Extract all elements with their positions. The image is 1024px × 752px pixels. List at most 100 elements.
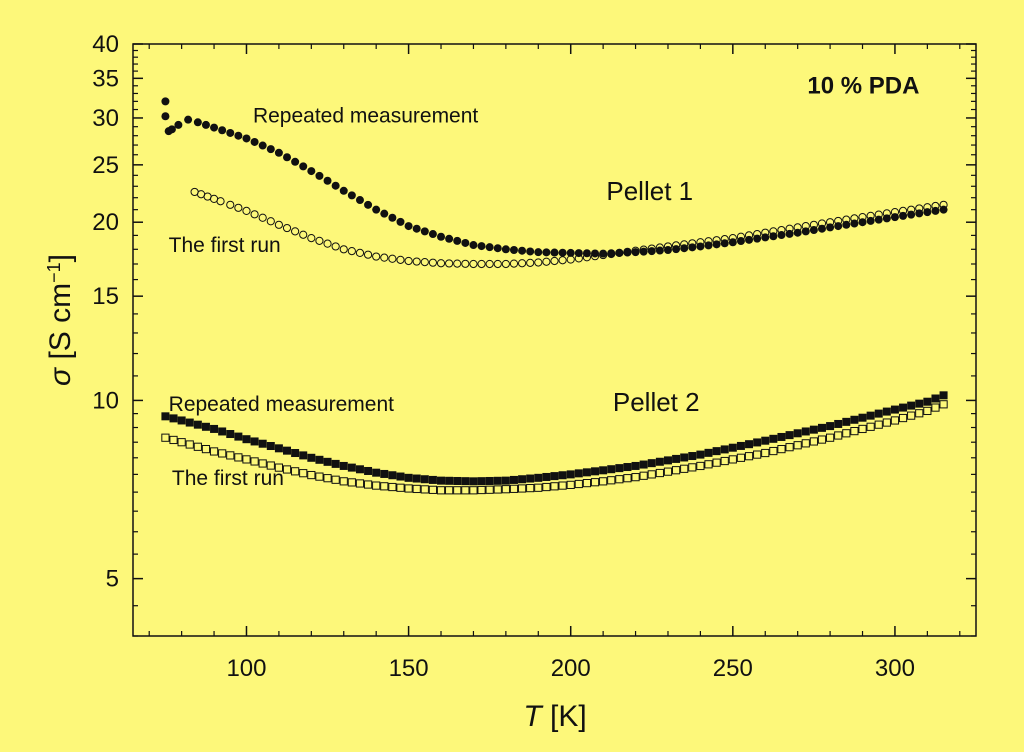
data-point	[209, 447, 219, 456]
data-point	[396, 255, 405, 264]
data-point	[550, 482, 559, 491]
data-point	[396, 217, 405, 226]
data-point	[704, 241, 713, 250]
data-point	[461, 238, 470, 247]
data-point	[437, 232, 446, 241]
data-point	[882, 209, 891, 218]
data-point	[355, 465, 364, 474]
data-point	[655, 457, 664, 466]
data-point	[728, 238, 737, 247]
data-point	[250, 210, 259, 219]
data-point	[599, 477, 608, 486]
data-point	[445, 476, 454, 485]
data-point	[858, 413, 867, 422]
data-point	[842, 215, 851, 224]
data-point	[518, 475, 527, 484]
data-point	[550, 248, 559, 257]
data-point	[364, 466, 373, 475]
data-point	[647, 244, 656, 253]
data-point	[607, 465, 616, 474]
data-point	[712, 447, 721, 456]
data-point	[388, 482, 397, 492]
data-point	[736, 232, 746, 241]
data-point	[420, 485, 429, 494]
data-point	[291, 227, 300, 236]
data-point	[753, 229, 762, 239]
data-point	[704, 237, 713, 246]
data-point	[234, 432, 243, 441]
data-point	[453, 486, 462, 495]
data-point	[744, 231, 754, 240]
data-point	[720, 445, 729, 454]
data-point	[167, 125, 176, 134]
series-open-circle	[190, 187, 948, 269]
data-point	[882, 407, 891, 416]
data-point	[793, 429, 802, 438]
data-point	[591, 249, 600, 258]
data-point	[923, 397, 932, 406]
data-point	[445, 486, 454, 495]
data-point	[809, 425, 818, 434]
data-point	[720, 456, 729, 466]
data-point	[388, 213, 397, 222]
data-point	[680, 453, 689, 462]
data-point	[453, 476, 462, 485]
data-point	[907, 205, 916, 214]
data-point	[834, 216, 843, 226]
data-point	[582, 468, 591, 477]
data-point	[380, 482, 389, 491]
data-point	[218, 427, 227, 436]
data-point	[323, 474, 332, 483]
data-point	[485, 243, 494, 252]
y-tick-label: 40	[92, 31, 119, 58]
data-point	[736, 237, 745, 246]
data-point	[218, 126, 227, 135]
data-point	[939, 400, 948, 409]
data-point	[834, 431, 843, 440]
data-point	[534, 258, 543, 267]
data-point	[785, 431, 794, 440]
chart-annotation: Pellet 2	[613, 387, 700, 417]
data-point	[745, 440, 754, 449]
y-tick-label: 25	[92, 152, 119, 179]
data-point	[501, 485, 510, 494]
data-point	[712, 458, 721, 467]
data-point	[777, 225, 786, 235]
data-point	[672, 454, 681, 463]
data-point	[226, 451, 235, 460]
data-point	[866, 422, 875, 431]
data-point	[372, 205, 381, 214]
data-point	[396, 472, 405, 481]
data-point	[315, 455, 324, 464]
data-point	[307, 470, 316, 480]
data-point	[631, 246, 640, 255]
data-point	[299, 162, 308, 171]
data-point	[274, 463, 284, 472]
data-point	[477, 485, 486, 495]
data-point	[355, 196, 364, 205]
data-point	[250, 457, 259, 466]
data-point	[882, 418, 891, 427]
data-point	[615, 248, 624, 257]
y-tick-label: 10	[92, 387, 119, 414]
data-point	[299, 469, 308, 478]
data-point	[372, 252, 381, 261]
data-point	[615, 464, 624, 473]
data-point	[639, 247, 648, 256]
data-point	[274, 148, 283, 157]
data-point	[899, 403, 908, 412]
data-point	[712, 240, 721, 249]
data-point	[185, 418, 194, 427]
data-point	[266, 145, 275, 154]
data-point	[339, 461, 348, 470]
series-filled-circle	[161, 97, 948, 258]
data-point	[566, 470, 575, 479]
data-point	[671, 241, 681, 250]
data-point	[663, 467, 673, 476]
data-point	[850, 214, 859, 223]
data-point	[931, 394, 940, 403]
data-point	[453, 259, 462, 268]
x-tick-label: 100	[226, 655, 266, 682]
data-point	[331, 242, 340, 251]
data-point	[509, 259, 519, 268]
